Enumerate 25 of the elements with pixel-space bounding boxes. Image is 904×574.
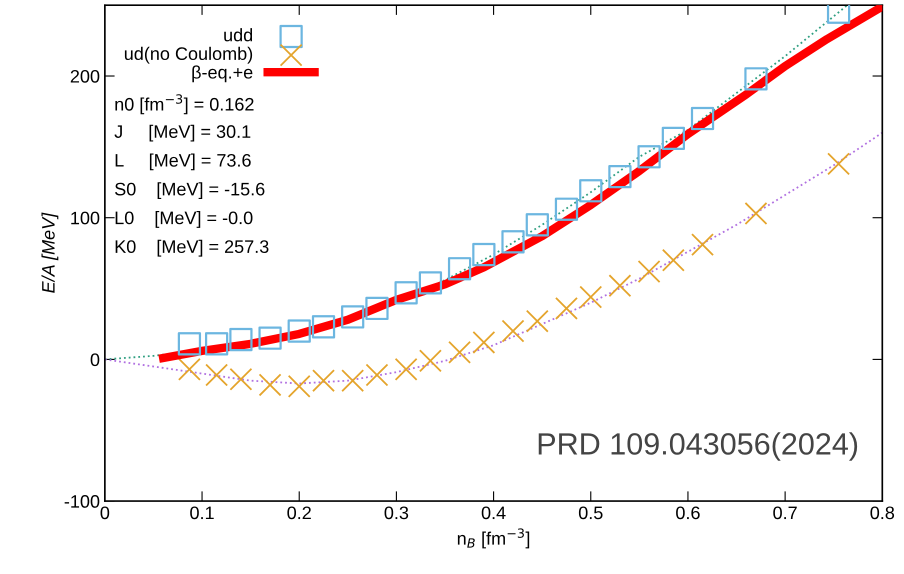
x-tick-label: 0.2 — [287, 506, 311, 520]
y-tick-label: 100 — [71, 212, 100, 224]
annotation: PRD 109.043056(2024) — [538, 432, 858, 461]
x-tick-label: 0.8 — [870, 506, 894, 520]
x-tick-label: 0.7 — [773, 506, 797, 520]
x-tick-label: 0.3 — [384, 506, 408, 520]
x-tick-label: 0.6 — [676, 506, 700, 520]
annotation: J [MeV] = 30.1 — [114, 124, 250, 142]
y-tick-label: 0 — [90, 353, 100, 366]
legend-label: udd — [224, 28, 252, 42]
y-tick-label: 200 — [70, 70, 100, 83]
x-tick-label: 0.5 — [578, 506, 603, 520]
annotation: L0 [MeV] = -0.0 — [116, 210, 252, 228]
annotation: S0 [MeV] = -15.6 — [115, 182, 264, 200]
y-axis-title: E/A [MeV] — [41, 212, 58, 293]
x-tick-label: 0.1 — [190, 506, 214, 520]
y-tick-label: -100 — [64, 495, 100, 508]
x-axis-title: n$_{B}$ [fm$^{−3}$] — [458, 528, 530, 548]
legend-label: β-eq.+e — [192, 65, 252, 82]
x-tick-label: 0 — [100, 506, 110, 520]
annotation: n0 [fm$^{−3}$] = 0.162 — [115, 94, 254, 114]
x-tick-label: 0.4 — [482, 506, 506, 520]
annotation: L [MeV] = 73.6 — [116, 153, 251, 170]
annotation: K0 [MeV] = 257.3 — [116, 240, 268, 257]
legend-label: ud(no Coulomb) — [124, 46, 252, 64]
